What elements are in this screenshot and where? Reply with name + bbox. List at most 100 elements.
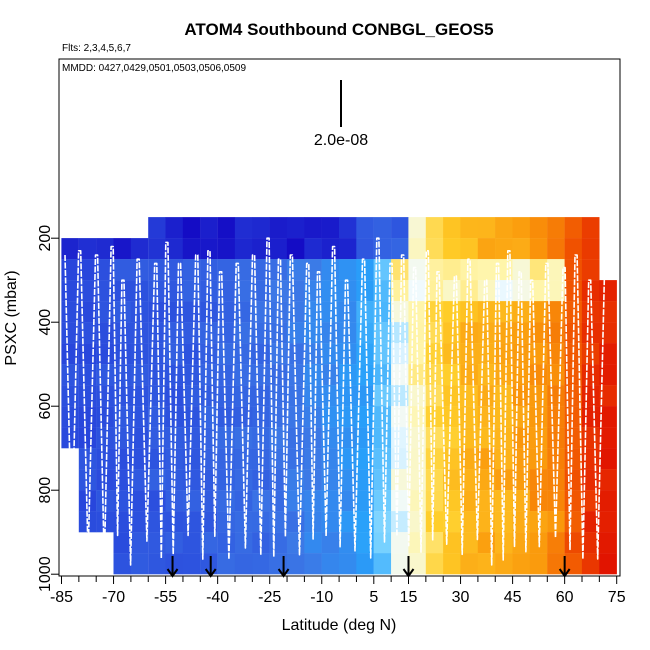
heatmap-cell — [182, 448, 201, 470]
heatmap-cell — [529, 217, 548, 239]
heatmap-cell — [269, 364, 288, 386]
heatmap-cell — [113, 364, 131, 386]
heatmap-cell — [599, 427, 617, 449]
heatmap-cell — [460, 217, 478, 239]
heatmap-cell — [460, 406, 478, 428]
heatmap-cell — [339, 490, 357, 512]
heatmap-cell — [113, 448, 131, 470]
heatmap-cell — [443, 385, 461, 407]
heatmap-cell — [425, 553, 444, 575]
heatmap-cell — [165, 322, 183, 344]
heatmap-cell — [339, 322, 357, 344]
heatmap-cell — [130, 322, 149, 344]
heatmap-cell — [113, 322, 131, 344]
heatmap-cell — [217, 343, 236, 365]
heatmap-cell — [304, 364, 322, 386]
heatmap-cell — [425, 511, 444, 533]
heatmap-cell — [286, 490, 305, 512]
heatmap-cell — [252, 427, 270, 449]
heatmap-cell — [130, 490, 149, 512]
heatmap-cell — [182, 322, 201, 344]
heatmap-cell — [339, 343, 357, 365]
heatmap-cell — [529, 553, 548, 575]
heatmap-cell — [564, 511, 583, 533]
heatmap-cell — [96, 448, 114, 470]
heatmap-cell — [373, 511, 392, 533]
heatmap-cell — [286, 238, 305, 260]
heatmap-cell — [269, 301, 288, 323]
heatmap-cell — [200, 427, 218, 449]
heatmap-cell — [443, 322, 461, 344]
heatmap-cell — [113, 532, 131, 554]
heatmap-cell — [512, 238, 531, 260]
heatmap-cell — [547, 406, 565, 428]
heatmap-cell — [269, 511, 288, 533]
heatmap-cell — [182, 532, 201, 554]
heatmap-cell — [547, 259, 565, 281]
heatmap-cell — [217, 385, 236, 407]
heatmap-cell — [165, 553, 183, 575]
heatmap-cell — [599, 490, 617, 512]
heatmap-cell — [130, 301, 149, 323]
heatmap-cell — [460, 553, 478, 575]
heatmap-cell — [96, 385, 114, 407]
heatmap-cell — [460, 511, 478, 533]
heatmap-cell — [148, 448, 166, 470]
heatmap-cell — [443, 448, 461, 470]
heatmap-cell — [182, 385, 201, 407]
y-tick-label: 200 — [37, 225, 54, 252]
heatmap-cell — [182, 259, 201, 281]
heatmap-cell — [252, 385, 270, 407]
x-tick-label: -10 — [310, 589, 333, 606]
heatmap-cell — [304, 427, 322, 449]
heatmap-cell — [512, 469, 531, 491]
heatmap-cell — [391, 259, 409, 281]
heatmap-cell — [512, 448, 531, 470]
heatmap-cell — [391, 490, 409, 512]
heatmap-cell — [234, 301, 253, 323]
heatmap-cell — [408, 217, 426, 239]
heatmap-cell — [564, 238, 583, 260]
heatmap-cell — [217, 406, 236, 428]
heatmap-cell — [234, 259, 253, 281]
heatmap-cell — [599, 448, 617, 470]
heatmap-cell — [547, 427, 565, 449]
heatmap-cell — [130, 532, 149, 554]
heatmap-cell — [581, 385, 600, 407]
heatmap-cell — [581, 364, 600, 386]
heatmap-cell — [460, 301, 478, 323]
heatmap-cell — [78, 259, 97, 281]
heatmap-cell — [408, 448, 426, 470]
heatmap-cell — [529, 385, 548, 407]
heatmap-cell — [113, 343, 131, 365]
heatmap-cell — [460, 238, 478, 260]
heatmap-cell — [165, 385, 183, 407]
heatmap-cell — [599, 469, 617, 491]
heatmap-cell — [217, 259, 236, 281]
heatmap-cell — [286, 280, 305, 302]
heatmap-cell — [78, 406, 97, 428]
heatmap-cell — [269, 238, 288, 260]
x-tick-label: 75 — [608, 589, 626, 606]
heatmap-cell — [269, 343, 288, 365]
heatmap-cell — [599, 385, 617, 407]
heatmap-cell — [460, 364, 478, 386]
heatmap-cell — [373, 238, 392, 260]
heatmap-cell — [217, 532, 236, 554]
heatmap-cell — [200, 364, 218, 386]
heatmap-cell — [148, 469, 166, 491]
heatmap-cell — [182, 553, 201, 575]
x-tick-label: -25 — [258, 589, 281, 606]
heatmap-cell — [78, 385, 97, 407]
heatmap-cell — [96, 364, 114, 386]
heatmap-cell — [321, 322, 340, 344]
heatmap-cell — [339, 385, 357, 407]
heatmap-cell — [460, 322, 478, 344]
heatmap-cell — [304, 322, 322, 344]
heatmap-cell — [321, 280, 340, 302]
x-axis-label: Latitude (deg N) — [282, 617, 397, 634]
heatmap-cell — [304, 301, 322, 323]
heatmap-cell — [321, 259, 340, 281]
heatmap-cell — [477, 343, 496, 365]
